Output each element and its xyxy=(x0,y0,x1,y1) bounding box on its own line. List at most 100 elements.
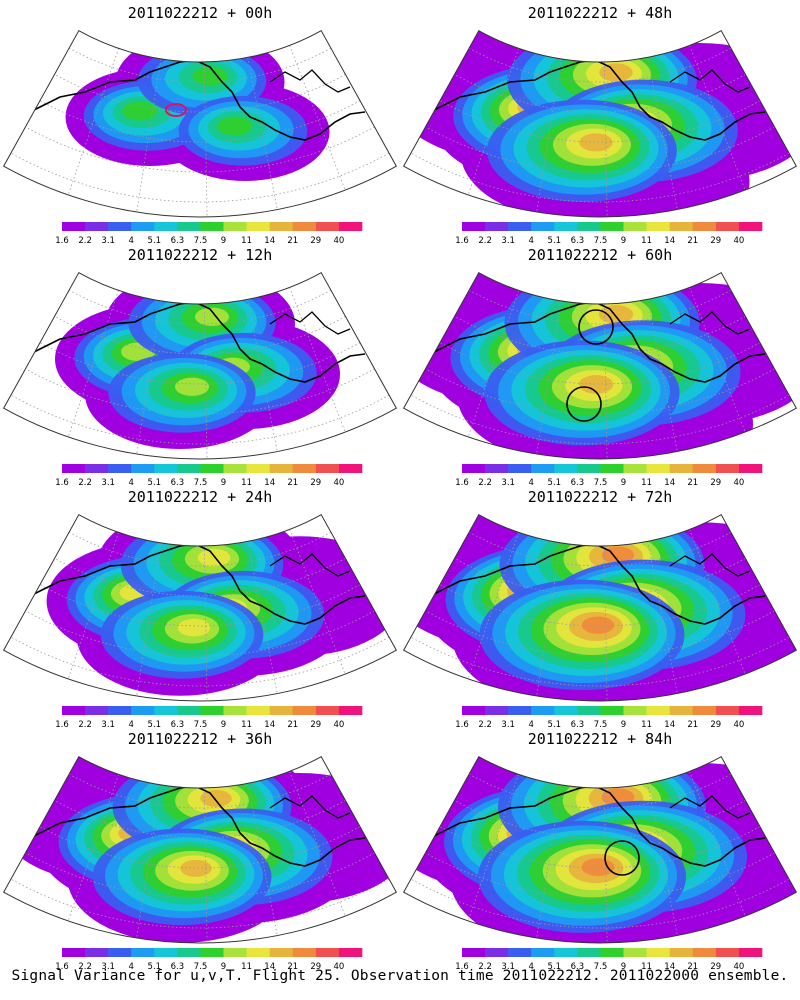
panel-title: 2011022212 + 72h xyxy=(527,488,673,506)
colorbar-swatch xyxy=(269,706,294,715)
variance-field xyxy=(3,756,397,943)
colorbar-label: 1.6 xyxy=(55,236,69,246)
colorbar-label: 6.3 xyxy=(571,720,585,730)
colorbar-label: 40 xyxy=(733,478,744,488)
colorbar-label: 6.3 xyxy=(171,236,185,246)
variance-map xyxy=(402,271,798,460)
colorbar-label: 11 xyxy=(641,478,652,488)
colorbar-label: 4 xyxy=(128,236,133,246)
colorbar-label: 29 xyxy=(710,236,721,246)
longitude-line xyxy=(689,529,746,675)
colorbar-label: 4 xyxy=(528,962,533,972)
colorbar-swatch xyxy=(154,464,178,473)
colorbar-label: 9 xyxy=(221,962,226,972)
colorbar-label: 4 xyxy=(128,962,133,972)
colorbar-swatch xyxy=(554,464,578,473)
colorbar-swatch xyxy=(462,464,486,473)
variance-map xyxy=(2,29,398,218)
variance-map xyxy=(402,29,798,218)
coastline xyxy=(669,795,751,819)
colorbar-swatch xyxy=(200,464,224,473)
colorbar-label: 29 xyxy=(710,720,721,730)
colorbar-label: 2.2 xyxy=(478,478,492,488)
colorbar-swatch xyxy=(246,222,270,231)
longitude-line xyxy=(647,783,678,936)
panel-title: 2011022212 + 12h xyxy=(127,246,273,264)
variance-map xyxy=(2,513,398,702)
colorbar-swatch xyxy=(531,464,555,473)
colorbar-swatch xyxy=(669,222,694,231)
colorbar-swatch xyxy=(85,222,109,231)
colorbar-label: 1.6 xyxy=(455,236,469,246)
coastline xyxy=(669,553,751,577)
coastline xyxy=(199,517,251,533)
colorbar-label: 2.2 xyxy=(78,962,92,972)
colorbar-label: 29 xyxy=(310,720,321,730)
colorbar-swatch xyxy=(108,464,132,473)
latitude-line xyxy=(10,878,390,929)
latitude-line xyxy=(410,878,790,929)
colorbar-label: 9 xyxy=(621,962,626,972)
variance-contour xyxy=(197,548,231,567)
colorbar-swatch xyxy=(738,706,763,715)
colorbar-swatch xyxy=(131,948,155,957)
latitude-line xyxy=(410,636,790,687)
colorbar-label: 40 xyxy=(733,962,744,972)
colorbar-label: 2.2 xyxy=(78,478,92,488)
colorbar-label: 3.1 xyxy=(501,236,515,246)
colorbar-swatch xyxy=(669,948,694,957)
longitude-line xyxy=(689,45,746,191)
colorbar-label: 3.1 xyxy=(101,236,115,246)
colorbar-swatch xyxy=(85,464,109,473)
variance-field xyxy=(55,272,340,449)
forecast-panel: 2011022212 + 84h 1.6 2.2 3.1 4 5.1 6.3 7.5 9 11 14… xyxy=(400,726,800,972)
colorbar-label: 40 xyxy=(733,236,744,246)
forecast-panel: 2011022212 + 48h 1.6 2.2 3.1 4 5.1 6.3 7.5 9 11 14… xyxy=(400,0,800,246)
variance-contour xyxy=(217,116,253,136)
colorbar-label: 21 xyxy=(287,720,298,730)
colorbar-swatch xyxy=(462,222,486,231)
longitude-line xyxy=(689,771,746,917)
variance-contour xyxy=(581,616,615,634)
colorbar-swatch xyxy=(508,706,532,715)
latitude-line xyxy=(468,289,732,325)
variance-field xyxy=(65,33,330,181)
colorbar-label: 21 xyxy=(687,236,698,246)
colorbar-label: 9 xyxy=(621,720,626,730)
colorbar-swatch xyxy=(338,948,363,957)
colorbar-swatch xyxy=(600,706,624,715)
panel-title: 2011022212 + 36h xyxy=(127,730,273,748)
colorbar-label: 6.3 xyxy=(571,962,585,972)
colorbar-swatch xyxy=(154,222,178,231)
colorbar-label: 21 xyxy=(287,236,298,246)
latitude-line xyxy=(54,74,346,113)
colorbar-label: 7.5 xyxy=(194,478,208,488)
longitude-line xyxy=(603,787,608,943)
colorbar-swatch xyxy=(531,706,555,715)
colorbar-swatch xyxy=(269,222,294,231)
colorbar-swatch xyxy=(600,948,624,957)
colorbar-swatch xyxy=(108,706,132,715)
colorbar-label: 5.1 xyxy=(548,720,562,730)
coastline xyxy=(599,275,651,291)
variance-map xyxy=(2,271,398,460)
latitude-line xyxy=(68,773,332,809)
colorbar-swatch xyxy=(292,706,317,715)
colorbar-swatch xyxy=(223,222,247,231)
colorbar-label: 1.6 xyxy=(55,478,69,488)
longitude-line xyxy=(247,299,278,452)
colorbar-swatch xyxy=(292,222,317,231)
coastline xyxy=(669,311,751,335)
colorbar-swatch xyxy=(600,222,624,231)
colorbar-label: 1.6 xyxy=(455,478,469,488)
target-circle xyxy=(578,309,614,345)
latitude-line xyxy=(410,394,790,445)
longitude-line xyxy=(203,787,208,943)
colorbar-label: 40 xyxy=(733,720,744,730)
colorbar-label: 14 xyxy=(664,720,675,730)
colorbar-label: 6.3 xyxy=(171,478,185,488)
latitude-line xyxy=(410,152,790,203)
colorbar-label: 11 xyxy=(641,236,652,246)
colorbar-label: 4 xyxy=(528,720,533,730)
colorbar-label: 29 xyxy=(310,236,321,246)
